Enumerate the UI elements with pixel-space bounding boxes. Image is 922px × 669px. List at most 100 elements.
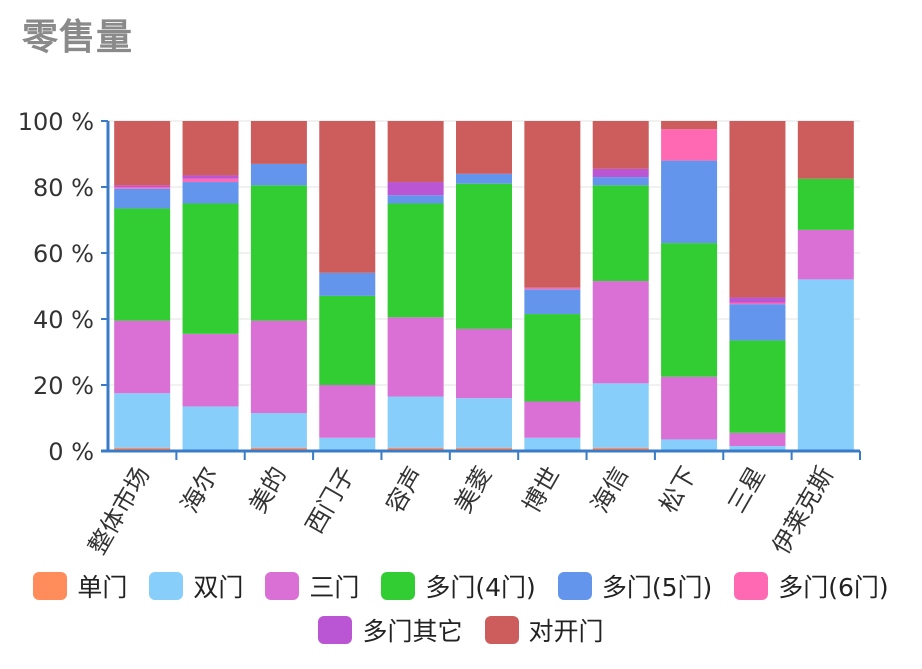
legend-item[interactable]: 单门 — [33, 568, 127, 604]
bar-segment — [319, 385, 376, 438]
bar-segment — [729, 302, 786, 305]
legend-swatch — [33, 572, 68, 600]
legend-label: 多门其它 — [362, 617, 463, 646]
x-tick-label: 海信 — [586, 462, 634, 518]
bar-segment — [387, 447, 444, 451]
bar-segment — [729, 121, 786, 298]
bar-segment — [729, 297, 786, 303]
stacked-bar-chart: 0 % 20 % 40 % 60 % 80 % 100 % 整体市场 海尔 美的 西门子 容声 美菱博… — [18, 108, 861, 559]
legend-label: 单门 — [77, 573, 128, 602]
legend-item[interactable]: 双门 — [149, 568, 243, 604]
bar-segment — [114, 320, 171, 394]
legend-item[interactable]: 多门(5门) — [557, 568, 713, 604]
bar-segment — [661, 376, 718, 440]
bar-segment — [387, 121, 444, 183]
legend-swatch — [734, 572, 769, 600]
legend-swatch — [318, 616, 353, 644]
x-tick-label: 美的 — [244, 462, 292, 518]
legend-row-1: 单门 双门 三门 多门(4门) 多门(5门) 多门(6门) — [0, 566, 922, 606]
bar-segment — [387, 182, 444, 196]
legend-swatch — [265, 572, 300, 600]
legend-label: 多门(5门) — [601, 573, 713, 602]
bar-segment — [729, 304, 786, 341]
bar-segment — [729, 340, 786, 433]
bar-segment — [592, 185, 649, 282]
bar-segment — [524, 287, 581, 290]
bar-segment — [387, 317, 444, 397]
bar-segment — [592, 177, 649, 186]
bar-segment — [592, 121, 649, 169]
bar-segment — [797, 279, 854, 451]
legend-item[interactable]: 多门(4门) — [381, 568, 536, 604]
bar-segment — [456, 447, 512, 451]
bar-segment — [797, 229, 854, 280]
bar-segment — [250, 163, 307, 186]
legend-item[interactable]: 多门其它 — [318, 612, 463, 648]
bar-segment — [319, 121, 376, 273]
x-tick-label: 整体市场 — [83, 462, 155, 559]
bar-segment — [319, 272, 376, 296]
legend-label: 双门 — [193, 573, 244, 602]
bar-segment — [592, 168, 649, 178]
bar-segment — [114, 393, 171, 448]
legend-swatch — [149, 572, 184, 600]
bar-segment — [797, 121, 854, 179]
bar-segment — [182, 182, 239, 204]
bar-segment — [182, 406, 239, 451]
bar-segment — [182, 203, 239, 334]
bar-segment — [250, 121, 307, 164]
bar-segment — [250, 320, 307, 414]
bar-segment — [387, 203, 444, 318]
y-tick-label: 0 % — [48, 438, 94, 466]
y-tick-label: 40 % — [33, 306, 94, 334]
legend-item[interactable]: 三门 — [265, 568, 359, 604]
bar-segment — [661, 243, 718, 377]
bar-segment — [729, 432, 786, 447]
bar-segment — [456, 183, 512, 329]
x-tick-label: 松下 — [654, 462, 702, 518]
legend-label: 三门 — [309, 573, 360, 602]
bar-segment — [114, 121, 171, 186]
x-tick-label: 美菱 — [449, 462, 497, 518]
bar-segment — [524, 314, 581, 402]
legend-item[interactable]: 对开门 — [484, 612, 604, 648]
x-tick-label: 容声 — [381, 462, 429, 518]
bar-segment — [456, 328, 512, 399]
bar-segment — [524, 401, 581, 438]
legend-swatch — [557, 572, 592, 600]
bar-segment — [387, 396, 444, 448]
page-title: 零售量 — [22, 17, 134, 58]
bar-segment — [250, 447, 307, 451]
bar-segment — [592, 383, 649, 448]
bar-segment — [182, 333, 239, 407]
bar-segment — [797, 178, 854, 230]
bar-segment — [524, 121, 581, 288]
x-tick-label: 博世 — [517, 462, 565, 518]
y-tick-label: 100 % — [18, 108, 94, 136]
bar-segment — [319, 437, 376, 451]
bar-segment — [456, 121, 512, 174]
x-tick-label: 三星 — [722, 462, 770, 518]
legend-item[interactable]: 多门(6门) — [734, 568, 889, 604]
bar-segment — [182, 175, 239, 179]
legend-row-2: 多门其它 对开门 — [0, 610, 922, 650]
bar-segment — [661, 439, 718, 451]
bar-segment — [182, 121, 239, 176]
chart-legend: 单门 双门 三门 多门(4门) 多门(5门) 多门(6门) 多门其它 — [0, 566, 922, 654]
y-tick-label: 60 % — [33, 240, 94, 268]
bar-segment — [250, 185, 307, 321]
legend-swatch — [484, 616, 519, 644]
bar-segment — [250, 413, 307, 448]
bar-segment — [114, 208, 171, 321]
bar-segment — [387, 195, 444, 204]
y-tick-label: 20 % — [33, 372, 94, 400]
legend-label: 多门(4门) — [425, 573, 536, 602]
x-tick-label: 西门子 — [300, 462, 360, 538]
bar-segment — [456, 398, 512, 448]
bar-segment — [592, 281, 649, 384]
x-tick-label: 伊莱克斯 — [767, 462, 839, 559]
legend-label: 对开门 — [528, 617, 604, 646]
bar-segment — [661, 121, 718, 130]
bar-segment — [319, 295, 376, 385]
x-tick-label: 海尔 — [175, 462, 223, 518]
